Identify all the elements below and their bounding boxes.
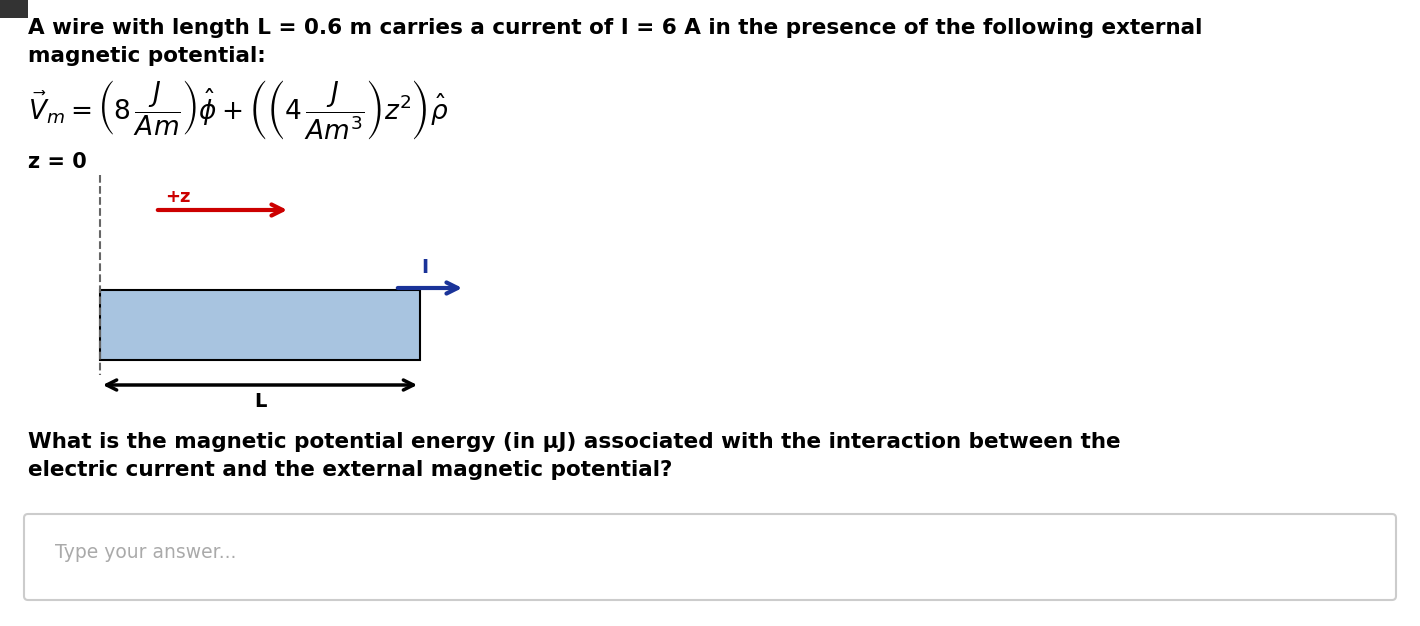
Bar	[99, 290, 420, 360]
FancyBboxPatch shape	[24, 514, 1396, 600]
Text: +z: +z	[165, 188, 190, 206]
Text: A wire with length L = 0.6 m carries a current of I = 6 A in the presence of the: A wire with length L = 0.6 m carries a c…	[28, 18, 1203, 38]
Text: I: I	[422, 258, 429, 277]
Text: L: L	[254, 392, 266, 411]
Bar	[0, 0, 28, 18]
Text: $\vec{V}_m = \left(8\,\dfrac{J}{Am}\right)\hat{\phi} + \left(\left(4\,\dfrac{J}{: $\vec{V}_m = \left(8\,\dfrac{J}{Am}\righ…	[28, 78, 449, 142]
Text: magnetic potential:: magnetic potential:	[28, 46, 266, 66]
Text: z = 0: z = 0	[28, 152, 87, 172]
Text: Type your answer...: Type your answer...	[55, 543, 236, 562]
Text: What is the magnetic potential energy (in μJ) associated with the interaction be: What is the magnetic potential energy (i…	[28, 432, 1120, 452]
Text: electric current and the external magnetic potential?: electric current and the external magnet…	[28, 460, 673, 480]
